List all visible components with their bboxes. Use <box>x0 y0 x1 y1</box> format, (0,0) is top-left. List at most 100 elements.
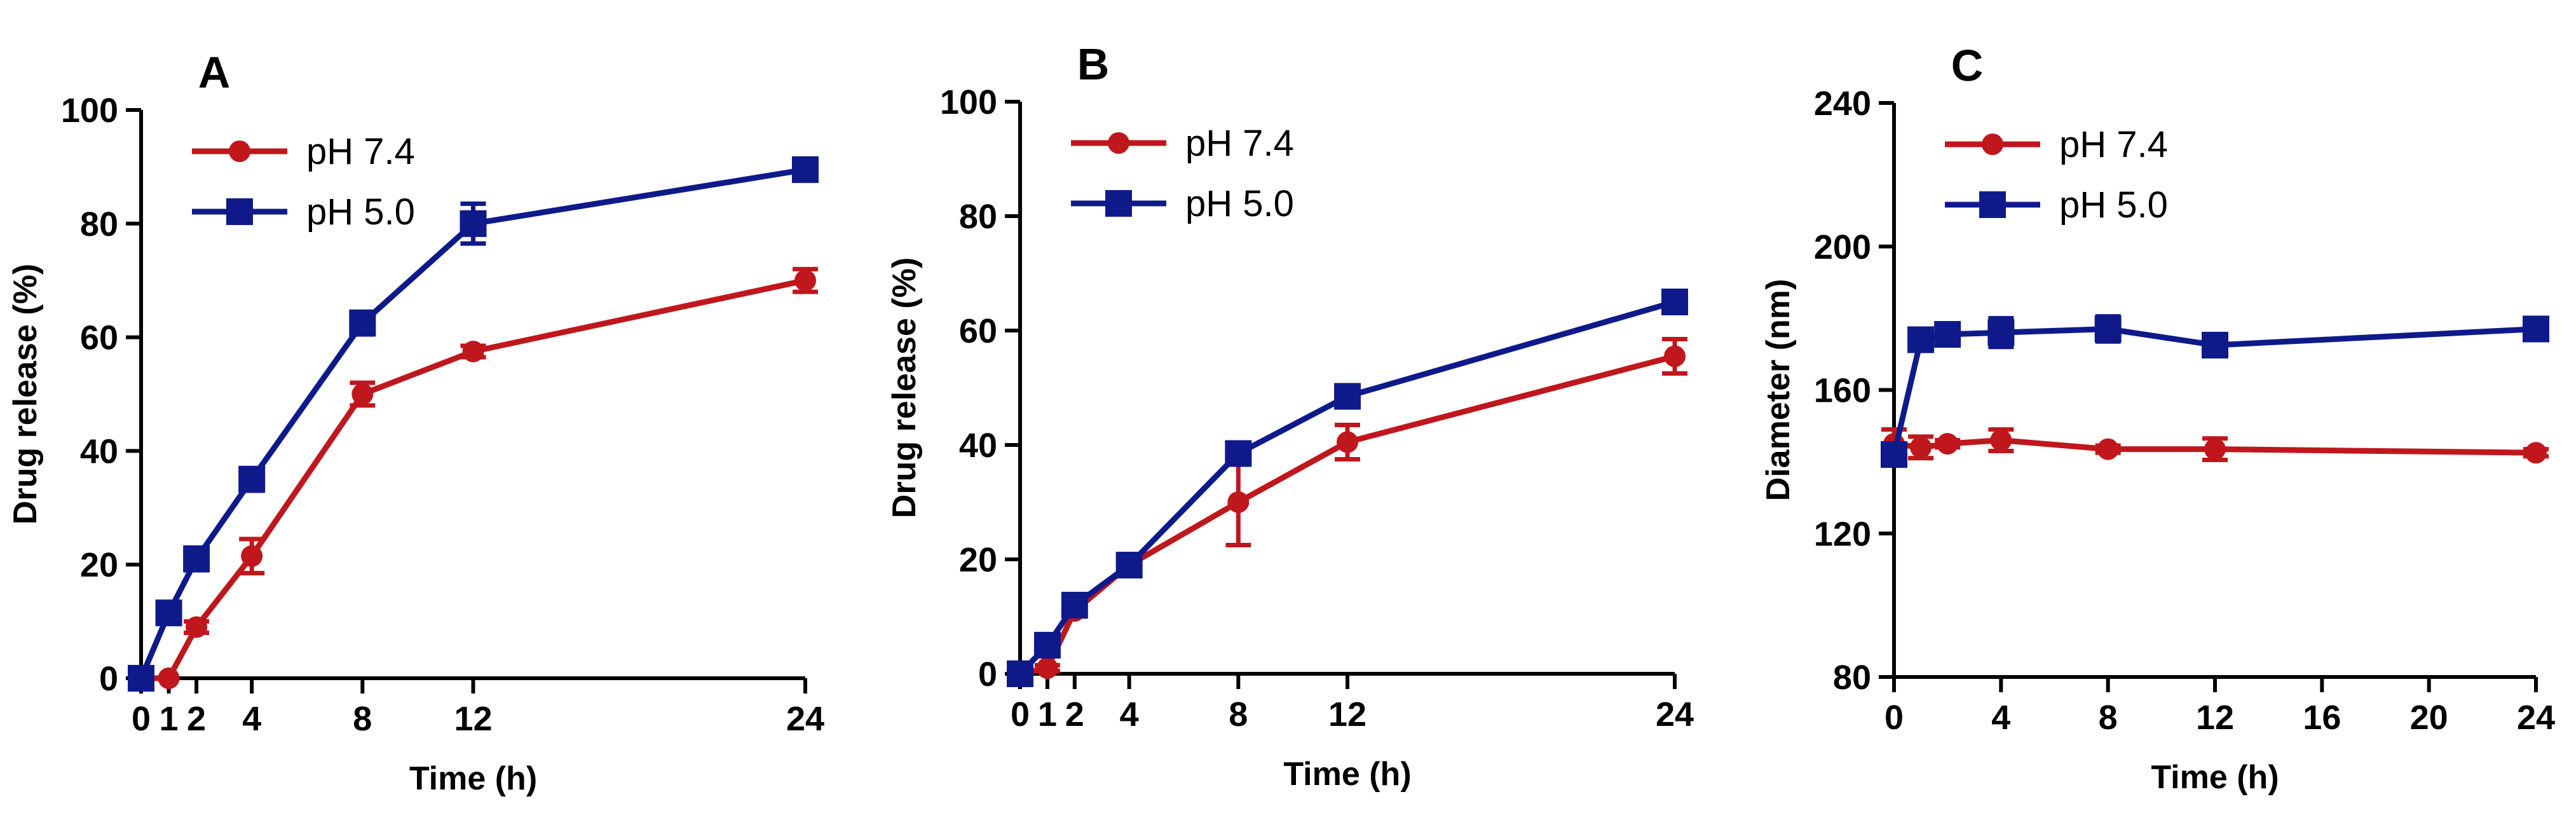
panel-c-chart: 80 120 160 200 240 0 4 8 12 16 20 24 Time (h) Diamete… <box>1760 41 2555 796</box>
panel-a-x-tick-label: 4 <box>242 700 261 738</box>
panel-c-y-tick-label: 160 <box>1814 372 1871 410</box>
panel-c-series-ph-7-4-point <box>2525 442 2547 464</box>
panel-b-y-tick-label: 20 <box>959 541 997 579</box>
panel-b-series-ph-7-4-point <box>1664 345 1686 367</box>
panel-a-legend-label: pH 7.4 <box>306 131 415 172</box>
panel-a-x-tick-label: 2 <box>187 700 206 738</box>
panel-c-legend-marker <box>1982 133 2003 155</box>
panel-c-series-ph-7-4-point <box>1990 429 2012 451</box>
panel-b-label: B <box>1077 39 1110 89</box>
panel-c-legend-marker <box>1979 191 2006 218</box>
panel-b-x-tick-label: 2 <box>1065 695 1084 734</box>
panel-c-label: C <box>1951 41 1984 90</box>
panel-c-series-ph-5-0-point <box>2523 315 2549 343</box>
panel-b-series-ph-5-0-point <box>1007 660 1033 687</box>
panel-b-series-ph-5-0-point <box>1225 440 1252 467</box>
panel-a-y-tick-label: 100 <box>61 92 118 130</box>
panel-b-y-tick-label: 0 <box>978 655 997 693</box>
panel-c-series-ph-5-0-point <box>2202 331 2228 359</box>
panel-a-series-ph-5-0-point <box>460 210 487 237</box>
panel-a-x-axis-title: Time (h) <box>409 760 537 797</box>
panel-a-legend-entry-ph-5-0: pH 5.0 <box>192 191 415 233</box>
panel-b-series-ph-7-4-point <box>1227 491 1250 513</box>
panel-b-y-tick-label: 100 <box>940 83 997 121</box>
panel-a-series-ph-5-0-point <box>238 466 266 493</box>
panel-c-series-ph-5-0-point <box>1907 326 1935 353</box>
panel-c-series-ph-5-0-point <box>1987 319 2015 346</box>
panel-a-series-ph-7-4-point <box>794 270 816 292</box>
panel-a-legend-marker <box>226 198 253 225</box>
panel-c-series-ph-5-0 <box>1881 314 2549 468</box>
panel-a-legend-label: pH 5.0 <box>306 191 415 233</box>
panel-b-x-tick-label: 1 <box>1038 695 1057 734</box>
panel-a-label: A <box>198 48 231 97</box>
panel-b-x-tick-label: 24 <box>1656 695 1694 734</box>
panel-b-x-tick-label: 4 <box>1120 695 1139 734</box>
panel-a-series-ph-7-4-point <box>186 616 208 638</box>
panel-a-x-tick-label: 12 <box>454 700 492 738</box>
panel-a-series-ph-5-0-point <box>183 545 210 573</box>
panel-a-series-ph-5-0 <box>128 156 819 692</box>
panel-a-y-tick-label: 40 <box>80 432 118 470</box>
panel-c-x-tick-label: 0 <box>1884 699 1904 737</box>
panel-a-y-tick-label: 60 <box>80 319 118 357</box>
panel-a-legend-marker <box>229 140 250 162</box>
panel-c-x-tick-label: 24 <box>2517 699 2555 737</box>
panel-a-series-ph-7-4-point <box>158 667 180 689</box>
panel-c-x-tick-label: 8 <box>2099 699 2118 737</box>
panel-a-series-ph-5-0-point <box>792 156 819 183</box>
panel-b-series-ph-5-0-point <box>1334 383 1361 410</box>
panel-c-x-tick-label: 16 <box>2303 699 2341 737</box>
panel-c-x-tick-label: 4 <box>1991 699 2010 737</box>
panel-c-x-tick-label: 20 <box>2410 699 2448 737</box>
panel-b-series-ph-5-0-point <box>1033 632 1061 659</box>
panel-a-series-ph-5-0-point <box>155 599 182 627</box>
panel-c-series-ph-7-4-point <box>2097 438 2119 460</box>
panel-b-x-axis-title: Time (h) <box>1283 756 1411 793</box>
panel-a-series-ph-5-0-point <box>349 310 376 337</box>
panel-c-legend-label: pH 5.0 <box>2059 184 2168 226</box>
panel-c-x-axis-title: Time (h) <box>2151 759 2279 796</box>
panel-a-series-ph-7-4 <box>130 266 818 689</box>
panel-c-y-tick-label: 240 <box>1814 85 1871 123</box>
panel-a-y-tick-label: 80 <box>80 205 118 243</box>
panel-b-series-ph-5-0-point <box>1061 592 1088 618</box>
panel-b-legend-label: pH 7.4 <box>1185 123 1294 164</box>
panel-a-series-ph-7-4-point <box>462 340 484 362</box>
panel-b-series-ph-7-4-point <box>1337 431 1358 453</box>
panel-b-y-tick-label: 40 <box>959 427 997 465</box>
panel-c-series-ph-7-4-point <box>1910 436 1932 458</box>
panel-a-y-tick-label: 0 <box>99 660 118 698</box>
panel-a-series-ph-7-4-point <box>351 383 374 405</box>
panel-c-series-ph-5-0-point <box>1881 441 1907 468</box>
panel-c-legend-entry-ph-5-0: pH 5.0 <box>1945 184 2168 226</box>
panel-c-series-ph-7-4-point <box>2204 438 2226 460</box>
panel-c-series-ph-7-4-point <box>1937 433 1959 455</box>
panel-c-axes: 80 120 160 200 240 0 4 8 12 16 20 24 <box>1814 85 2555 737</box>
panel-b-y-axis-title: Drug release (%) <box>886 257 923 518</box>
panel-c-x-tick-label: 12 <box>2196 699 2234 737</box>
panel-b-legend-label: pH 5.0 <box>1185 183 1294 224</box>
panel-a-x-tick-label: 0 <box>132 700 151 738</box>
panel-c-series-ph-5-0-point <box>2094 315 2122 343</box>
panel-a-x-tick-label: 24 <box>786 700 824 738</box>
panel-a-x-tick-label: 1 <box>160 700 179 738</box>
panel-b-legend-entry-ph-5-0: pH 5.0 <box>1071 183 1294 224</box>
panel-b-x-tick-label: 0 <box>1011 695 1030 734</box>
panel-c-legend-label: pH 7.4 <box>2059 124 2168 165</box>
panel-c-y-axis-title: Diameter (nm) <box>1760 279 1797 502</box>
panel-a-x-tick-label: 8 <box>353 700 372 738</box>
panel-c-series-ph-5-0-point <box>1934 321 1961 348</box>
panel-b-series-ph-5-0-point <box>1661 289 1688 315</box>
panel-c-y-tick-label: 120 <box>1814 515 1871 553</box>
panel-b-legend-marker <box>1108 132 1129 154</box>
panel-a-y-tick-label: 20 <box>80 546 118 584</box>
panel-c-y-tick-label: 80 <box>1833 659 1871 697</box>
panel-a-y-axis-title: Drug release (%) <box>7 264 44 524</box>
panel-b-y-tick-label: 60 <box>959 312 997 350</box>
panel-b-series-ph-5-0 <box>1007 289 1688 687</box>
